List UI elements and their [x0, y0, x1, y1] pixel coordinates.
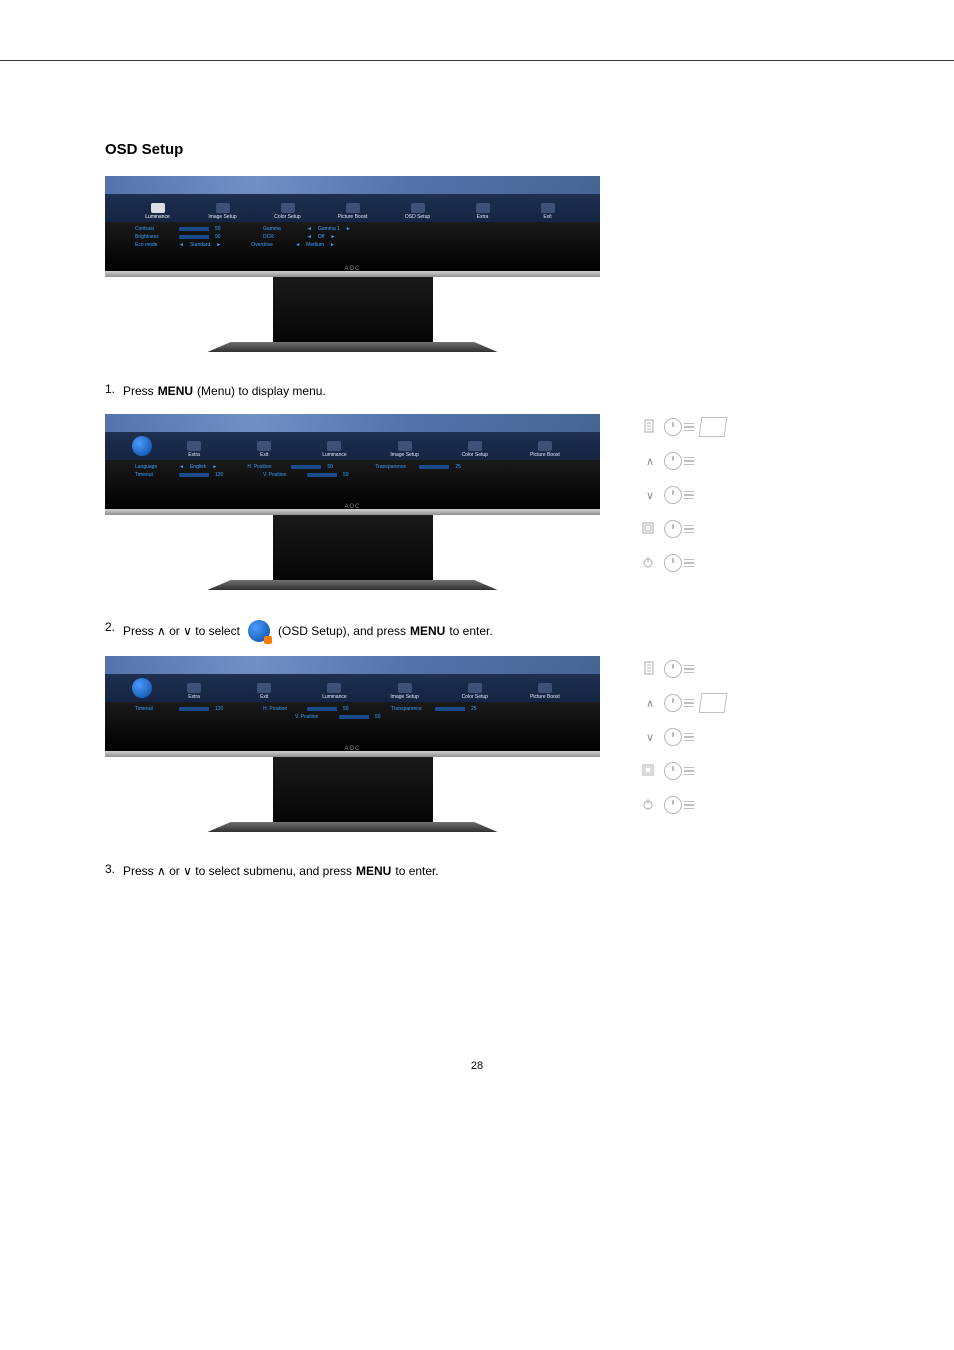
legend-row: ∨ [640, 726, 726, 748]
osd-tab: Extra [159, 441, 229, 460]
step-3-number: 3. [105, 862, 123, 876]
step-3-text-a: Press ∧ or ∨ to select submenu, and pres… [123, 862, 352, 880]
step-2-text-b: (OSD Setup), and press [278, 622, 406, 640]
step-2-number: 2. [105, 620, 123, 634]
legend-row [640, 760, 726, 782]
monitor-illustration-2: ExtraExitLuminanceImage SetupColor Setup… [105, 414, 600, 590]
step-3-menu: MENU [356, 862, 391, 880]
osd-tab: Picture Boost [320, 203, 385, 222]
step-1-menu: MENU [158, 382, 193, 400]
section-title: OSD Setup [105, 141, 849, 158]
button-legend-1: ∧∨ [640, 414, 726, 574]
step-1-text-a: Press [123, 382, 154, 400]
step-2: 2. Press ∧ or ∨ to select (OSD Setup), a… [105, 620, 849, 642]
monitor-illustration-1: LuminanceImage SetupColor SetupPicture B… [105, 176, 600, 352]
osd-tab-osd-setup [125, 436, 159, 460]
manual-page: OSD Setup LuminanceImage SetupColor Setu… [0, 60, 954, 1112]
osd-tab: Exit [229, 683, 299, 702]
legend-row: ∨ [640, 484, 726, 506]
legend-row [640, 794, 726, 816]
monitor-brand: AOC [344, 746, 360, 752]
legend-row [640, 552, 726, 574]
osd-tab: Extra [159, 683, 229, 702]
osd-tab: Image Setup [190, 203, 255, 222]
step-3-text-c: to enter. [395, 862, 438, 880]
legend-row: ∧ [640, 692, 726, 714]
osd-tab: Luminance [299, 441, 369, 460]
osd-tab: Luminance [299, 683, 369, 702]
osd-setup-icon [248, 620, 270, 642]
osd-tab: Luminance [125, 203, 190, 222]
step-2-text-d: to enter. [449, 622, 492, 640]
osd-tab: Image Setup [370, 683, 440, 702]
button-legend-2: ∧∨ [640, 656, 726, 816]
osd-tab: Color Setup [440, 441, 510, 460]
osd-tab: Picture Boost [510, 441, 580, 460]
osd-tab: Exit [515, 203, 580, 222]
monitor-illustration-3: ExtraExitLuminanceImage SetupColor Setup… [105, 656, 600, 832]
osd-tab: Image Setup [370, 441, 440, 460]
page-number: 28 [105, 1060, 849, 1072]
monitor-brand: AOC [344, 266, 360, 272]
legend-row [640, 658, 726, 680]
step-1-number: 1. [105, 382, 123, 396]
osd-tab-osd-setup [125, 678, 159, 702]
step-2-menu: MENU [410, 622, 445, 640]
osd-tab: Color Setup [255, 203, 320, 222]
legend-row: ∧ [640, 450, 726, 472]
step-2-text-a: Press ∧ or ∨ to select [123, 622, 240, 640]
osd-tab: Picture Boost [510, 683, 580, 702]
step-1-text-c: (Menu) to display menu. [197, 382, 326, 400]
legend-row [640, 518, 726, 540]
osd-tab: Extra [450, 203, 515, 222]
step-3: 3. Press ∧ or ∨ to select submenu, and p… [105, 862, 849, 880]
osd-tab: Color Setup [440, 683, 510, 702]
step-1: 1. Press MENU (Menu) to display menu. [105, 382, 849, 400]
monitor-brand: AOC [344, 504, 360, 510]
legend-row [640, 416, 726, 438]
osd-tab: Exit [229, 441, 299, 460]
osd-tab: OSD Setup [385, 203, 450, 222]
